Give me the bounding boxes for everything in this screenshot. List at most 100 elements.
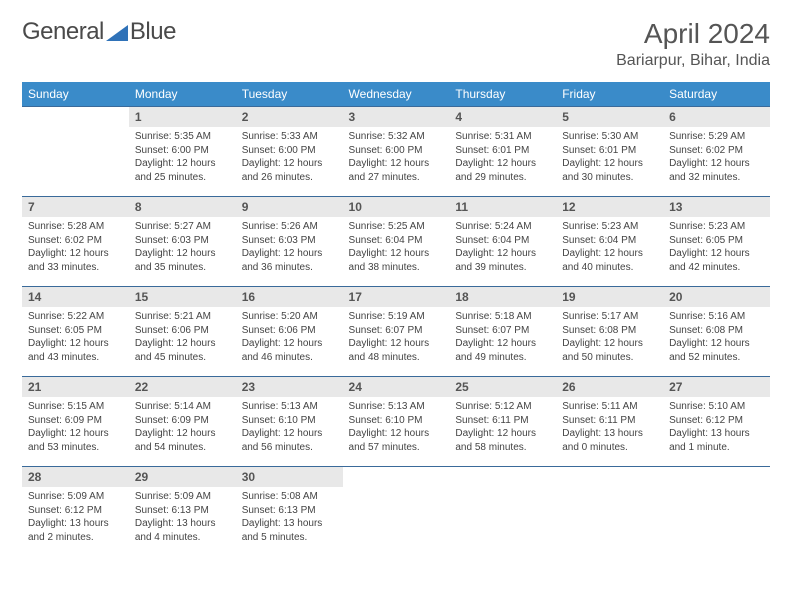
day-number: 29 [129,467,236,487]
day-data: Sunrise: 5:14 AMSunset: 6:09 PMDaylight:… [129,397,236,466]
day-number: 19 [556,287,663,307]
day-data: Sunrise: 5:28 AMSunset: 6:02 PMDaylight:… [22,217,129,286]
calendar-cell: 17Sunrise: 5:19 AMSunset: 6:07 PMDayligh… [343,287,450,377]
day-number: 15 [129,287,236,307]
day-number: 30 [236,467,343,487]
day-number: 4 [449,107,556,127]
calendar-cell: 29Sunrise: 5:09 AMSunset: 6:13 PMDayligh… [129,467,236,557]
day-data: Sunrise: 5:13 AMSunset: 6:10 PMDaylight:… [236,397,343,466]
calendar-cell: ..... [556,467,663,557]
weekday-header: Thursday [449,82,556,107]
day-number: 7 [22,197,129,217]
day-data: Sunrise: 5:16 AMSunset: 6:08 PMDaylight:… [663,307,770,376]
calendar-cell: 25Sunrise: 5:12 AMSunset: 6:11 PMDayligh… [449,377,556,467]
calendar-cell: 22Sunrise: 5:14 AMSunset: 6:09 PMDayligh… [129,377,236,467]
calendar-cell: ..... [449,467,556,557]
day-number: 28 [22,467,129,487]
day-data: Sunrise: 5:30 AMSunset: 6:01 PMDaylight:… [556,127,663,196]
calendar-cell: 24Sunrise: 5:13 AMSunset: 6:10 PMDayligh… [343,377,450,467]
day-data: Sunrise: 5:13 AMSunset: 6:10 PMDaylight:… [343,397,450,466]
calendar-cell: 7Sunrise: 5:28 AMSunset: 6:02 PMDaylight… [22,197,129,287]
calendar-cell: 10Sunrise: 5:25 AMSunset: 6:04 PMDayligh… [343,197,450,287]
day-data: Sunrise: 5:31 AMSunset: 6:01 PMDaylight:… [449,127,556,196]
day-data: Sunrise: 5:25 AMSunset: 6:04 PMDaylight:… [343,217,450,286]
calendar-cell: 1Sunrise: 5:35 AMSunset: 6:00 PMDaylight… [129,107,236,197]
calendar-row: 21Sunrise: 5:15 AMSunset: 6:09 PMDayligh… [22,377,770,467]
calendar-cell: 4Sunrise: 5:31 AMSunset: 6:01 PMDaylight… [449,107,556,197]
day-data: Sunrise: 5:27 AMSunset: 6:03 PMDaylight:… [129,217,236,286]
day-number: 18 [449,287,556,307]
day-data: Sunrise: 5:15 AMSunset: 6:09 PMDaylight:… [22,397,129,466]
day-data: Sunrise: 5:33 AMSunset: 6:00 PMDaylight:… [236,127,343,196]
calendar-cell: 13Sunrise: 5:23 AMSunset: 6:05 PMDayligh… [663,197,770,287]
calendar-row: .....1Sunrise: 5:35 AMSunset: 6:00 PMDay… [22,107,770,197]
calendar-row: 14Sunrise: 5:22 AMSunset: 6:05 PMDayligh… [22,287,770,377]
day-number: 9 [236,197,343,217]
day-number: 8 [129,197,236,217]
logo-text-left: General [22,18,104,46]
day-data: Sunrise: 5:24 AMSunset: 6:04 PMDaylight:… [449,217,556,286]
logo: General Blue [22,18,176,46]
day-number: 3 [343,107,450,127]
calendar-cell: 6Sunrise: 5:29 AMSunset: 6:02 PMDaylight… [663,107,770,197]
calendar-row: 7Sunrise: 5:28 AMSunset: 6:02 PMDaylight… [22,197,770,287]
day-number: 11 [449,197,556,217]
calendar-cell: 12Sunrise: 5:23 AMSunset: 6:04 PMDayligh… [556,197,663,287]
calendar-cell: 8Sunrise: 5:27 AMSunset: 6:03 PMDaylight… [129,197,236,287]
calendar-cell: ..... [343,467,450,557]
calendar-cell: 5Sunrise: 5:30 AMSunset: 6:01 PMDaylight… [556,107,663,197]
day-data: Sunrise: 5:11 AMSunset: 6:11 PMDaylight:… [556,397,663,466]
calendar-cell: 19Sunrise: 5:17 AMSunset: 6:08 PMDayligh… [556,287,663,377]
weekday-header: Monday [129,82,236,107]
logo-text-right: Blue [130,18,176,46]
calendar-cell: ..... [663,467,770,557]
day-number: 16 [236,287,343,307]
day-number: 27 [663,377,770,397]
calendar-cell: 26Sunrise: 5:11 AMSunset: 6:11 PMDayligh… [556,377,663,467]
day-data: Sunrise: 5:09 AMSunset: 6:12 PMDaylight:… [22,487,129,556]
day-data: Sunrise: 5:22 AMSunset: 6:05 PMDaylight:… [22,307,129,376]
calendar-cell: 9Sunrise: 5:26 AMSunset: 6:03 PMDaylight… [236,197,343,287]
day-number: 14 [22,287,129,307]
day-data: Sunrise: 5:23 AMSunset: 6:04 PMDaylight:… [556,217,663,286]
weekday-header: Friday [556,82,663,107]
calendar-cell: 30Sunrise: 5:08 AMSunset: 6:13 PMDayligh… [236,467,343,557]
calendar-row: 28Sunrise: 5:09 AMSunset: 6:12 PMDayligh… [22,467,770,557]
day-data: Sunrise: 5:26 AMSunset: 6:03 PMDaylight:… [236,217,343,286]
day-number: 6 [663,107,770,127]
calendar-cell: ..... [22,107,129,197]
day-data: Sunrise: 5:17 AMSunset: 6:08 PMDaylight:… [556,307,663,376]
day-number: 24 [343,377,450,397]
day-number: 26 [556,377,663,397]
logo-triangle-icon [106,23,128,41]
day-data: Sunrise: 5:35 AMSunset: 6:00 PMDaylight:… [129,127,236,196]
day-data: Sunrise: 5:19 AMSunset: 6:07 PMDaylight:… [343,307,450,376]
day-data: Sunrise: 5:10 AMSunset: 6:12 PMDaylight:… [663,397,770,466]
calendar-cell: 27Sunrise: 5:10 AMSunset: 6:12 PMDayligh… [663,377,770,467]
calendar-cell: 11Sunrise: 5:24 AMSunset: 6:04 PMDayligh… [449,197,556,287]
day-number: 20 [663,287,770,307]
day-number: 2 [236,107,343,127]
calendar-table: SundayMondayTuesdayWednesdayThursdayFrid… [22,82,770,556]
calendar-cell: 23Sunrise: 5:13 AMSunset: 6:10 PMDayligh… [236,377,343,467]
weekday-header: Wednesday [343,82,450,107]
day-data: Sunrise: 5:32 AMSunset: 6:00 PMDaylight:… [343,127,450,196]
calendar-body: .....1Sunrise: 5:35 AMSunset: 6:00 PMDay… [22,107,770,557]
day-number: 17 [343,287,450,307]
calendar-cell: 20Sunrise: 5:16 AMSunset: 6:08 PMDayligh… [663,287,770,377]
day-data: Sunrise: 5:21 AMSunset: 6:06 PMDaylight:… [129,307,236,376]
header: General Blue April 2024 Bariarpur, Bihar… [22,18,770,70]
location: Bariarpur, Bihar, India [616,52,770,70]
day-data: Sunrise: 5:20 AMSunset: 6:06 PMDaylight:… [236,307,343,376]
calendar-cell: 16Sunrise: 5:20 AMSunset: 6:06 PMDayligh… [236,287,343,377]
day-data: Sunrise: 5:23 AMSunset: 6:05 PMDaylight:… [663,217,770,286]
calendar-header-row: SundayMondayTuesdayWednesdayThursdayFrid… [22,82,770,107]
day-number: 12 [556,197,663,217]
calendar-cell: 14Sunrise: 5:22 AMSunset: 6:05 PMDayligh… [22,287,129,377]
day-number: 21 [22,377,129,397]
day-data: Sunrise: 5:09 AMSunset: 6:13 PMDaylight:… [129,487,236,556]
weekday-header: Saturday [663,82,770,107]
day-data: Sunrise: 5:29 AMSunset: 6:02 PMDaylight:… [663,127,770,196]
calendar-cell: 2Sunrise: 5:33 AMSunset: 6:00 PMDaylight… [236,107,343,197]
day-number: 10 [343,197,450,217]
